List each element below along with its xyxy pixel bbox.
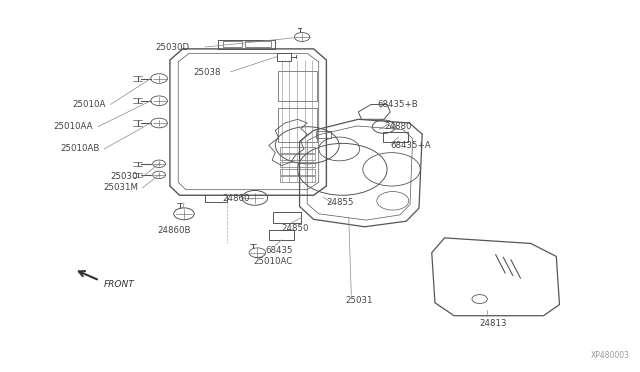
Text: 25031: 25031: [346, 296, 373, 305]
Bar: [278, 108, 317, 141]
Bar: [280, 147, 315, 153]
Text: 25010AB: 25010AB: [60, 144, 100, 153]
Text: 24813: 24813: [479, 319, 507, 328]
Bar: [273, 212, 301, 223]
Text: 24850: 24850: [282, 224, 309, 233]
Bar: [245, 41, 271, 47]
Bar: [316, 131, 332, 138]
Text: XP480003: XP480003: [591, 351, 630, 360]
Text: 68435: 68435: [266, 246, 293, 255]
Bar: [280, 169, 315, 175]
Text: 25030D: 25030D: [155, 42, 189, 51]
Bar: [276, 52, 291, 61]
Text: 25010AC: 25010AC: [253, 257, 292, 266]
Text: 24880: 24880: [384, 122, 412, 131]
Text: 24855: 24855: [326, 198, 354, 207]
Text: FRONT: FRONT: [104, 280, 135, 289]
Bar: [280, 154, 315, 160]
Text: 24860B: 24860B: [157, 226, 191, 235]
Text: 25030: 25030: [111, 172, 138, 181]
Bar: [383, 132, 408, 141]
Text: 25038: 25038: [193, 68, 221, 77]
Bar: [269, 231, 294, 240]
Text: 68435+B: 68435+B: [378, 100, 418, 109]
Text: 25010A: 25010A: [73, 100, 106, 109]
Text: 24860: 24860: [222, 195, 250, 203]
Text: 25031M: 25031M: [103, 183, 138, 192]
Bar: [280, 176, 315, 182]
Text: 25010AA: 25010AA: [54, 122, 93, 131]
Text: 68435+A: 68435+A: [390, 141, 431, 150]
Bar: [278, 71, 317, 101]
Bar: [280, 161, 315, 167]
Bar: [223, 41, 242, 47]
